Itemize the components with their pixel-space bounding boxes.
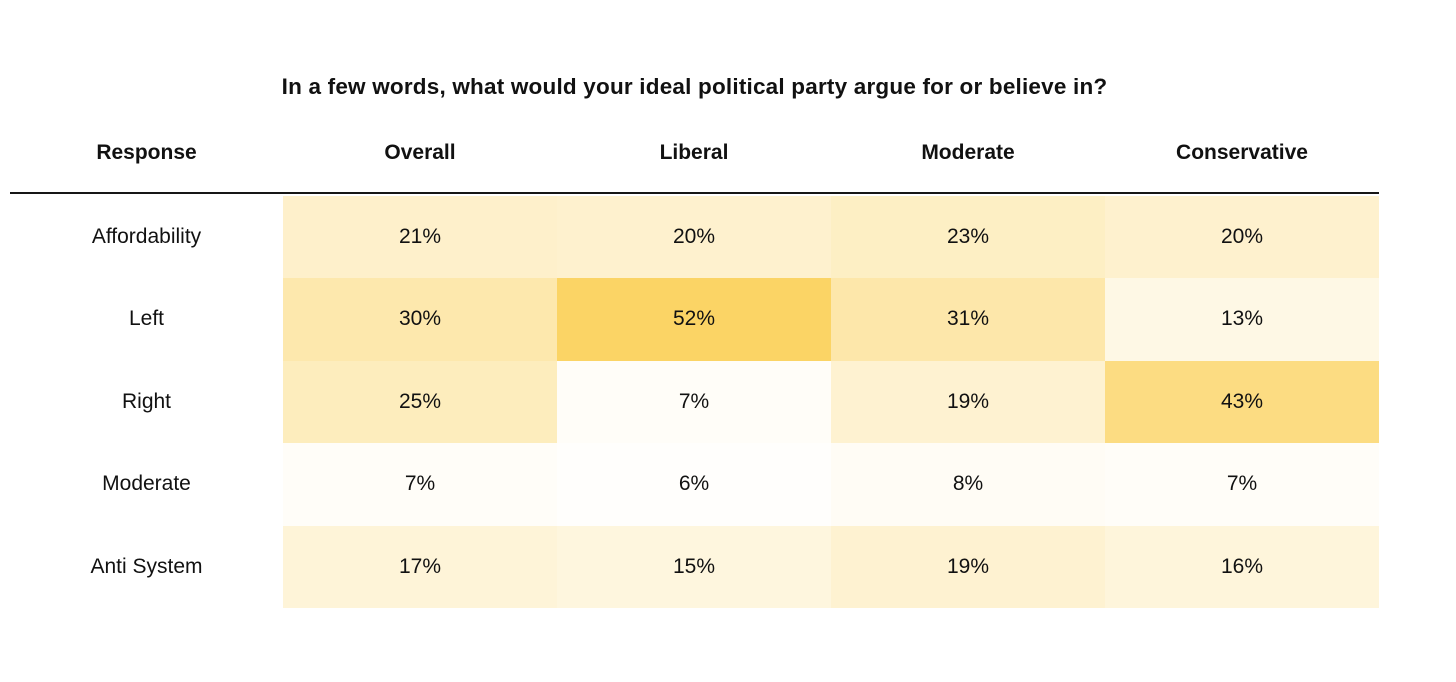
row-label: Moderate [10,443,283,526]
column-header-conservative: Conservative [1176,140,1308,164]
heatmap-cell: 6% [557,443,831,526]
column-header-liberal: Liberal [659,140,729,164]
table-body: Affordability 21% 20% 23% 20% Left 30% 52% 31% 13… [10,195,1379,608]
heatmap-cell: 23% [831,195,1105,278]
heatmap-cell: 19% [831,360,1105,443]
table-row: Left 30% 52% 31% 13% [10,278,1379,361]
heatmap-cell: 13% [1105,278,1379,361]
table-row: Moderate 7% 6% 8% 7% [10,443,1379,526]
row-label: Affordability [10,195,283,278]
heatmap-cell: 52% [557,278,831,361]
row-label: Anti System [10,525,283,608]
column-header-moderate: Moderate [921,140,1015,164]
heatmap-cell: 31% [831,278,1105,361]
heatmap-table: In a few words, what would your ideal po… [10,0,1379,608]
heatmap-cell: 20% [1105,195,1379,278]
heatmap-cell: 7% [557,360,831,443]
heatmap-cell: 43% [1105,360,1379,443]
heatmap-cell: 15% [557,525,831,608]
heatmap-cell: 21% [283,195,557,278]
table-row: Right 25% 7% 19% 43% [10,360,1379,443]
heatmap-cell: 19% [831,525,1105,608]
heatmap-cell: 17% [283,525,557,608]
heatmap-cell: 8% [831,443,1105,526]
heatmap-cell: 25% [283,360,557,443]
column-header-overall: Overall [384,140,456,164]
heatmap-cell: 7% [283,443,557,526]
table-header-row: Response Overall Liberal Moderate Conser… [10,141,1379,194]
row-label: Right [10,360,283,443]
table-row: Affordability 21% 20% 23% 20% [10,195,1379,278]
table-row: Anti System 17% 15% 19% 16% [10,525,1379,608]
heatmap-cell: 7% [1105,443,1379,526]
row-label: Left [10,278,283,361]
heatmap-cell: 16% [1105,525,1379,608]
chart-title: In a few words, what would your ideal po… [281,74,1108,99]
heatmap-cell: 30% [283,278,557,361]
column-header-response: Response [96,140,197,164]
heatmap-cell: 20% [557,195,831,278]
